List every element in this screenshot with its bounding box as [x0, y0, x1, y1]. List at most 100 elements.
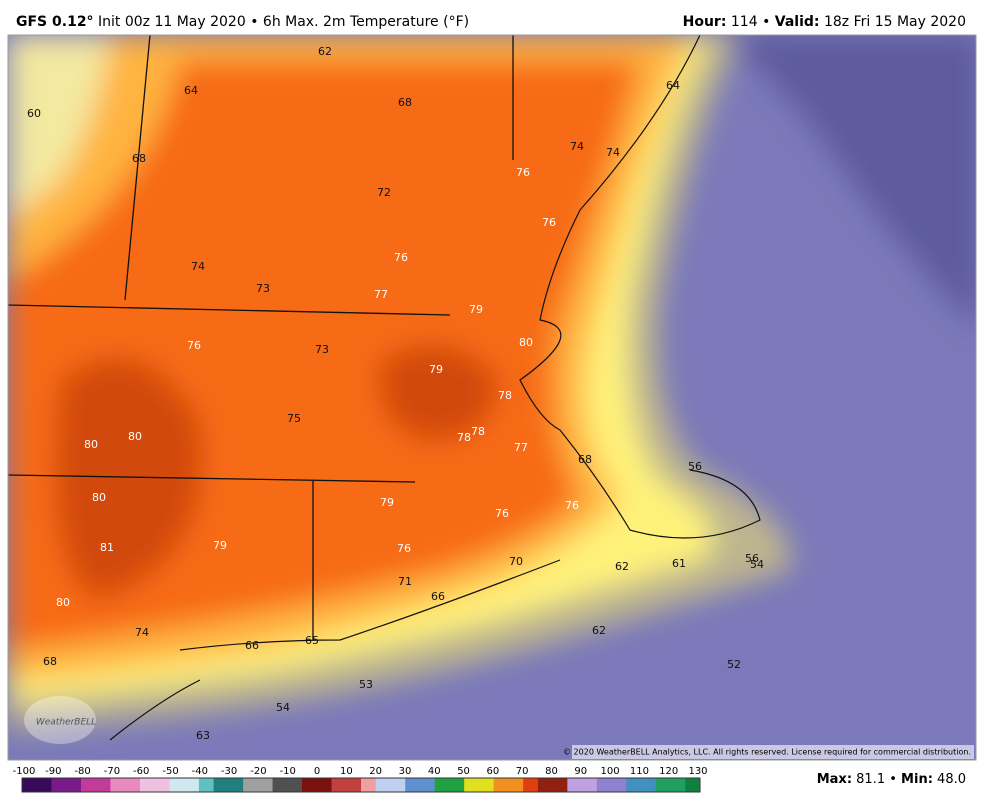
map-label: 68	[132, 152, 146, 165]
colorbar-swatch	[449, 778, 465, 792]
colorbar-tick-label: -60	[133, 766, 149, 777]
header-left: GFS 0.12° Init 00z 11 May 2020 • 6h Max.…	[16, 14, 469, 30]
map-label: 62	[318, 45, 332, 58]
map-label: 80	[56, 596, 70, 609]
colorbar-swatch	[110, 778, 126, 792]
colorbar-tick-label: 80	[545, 766, 558, 777]
colorbar-swatch	[434, 778, 450, 792]
map-label: 80	[128, 430, 142, 443]
logo: WeatherBELL	[36, 718, 96, 728]
colorbar-tick-label: 40	[428, 766, 441, 777]
colorbar-swatch	[478, 778, 495, 792]
map-label: 56	[745, 552, 759, 565]
map-label: 79	[380, 496, 394, 509]
colorbar-tick-label: 70	[516, 766, 529, 777]
colorbar-swatch	[139, 778, 156, 792]
colorbar-swatch	[213, 778, 229, 792]
map-label: 56	[688, 460, 702, 473]
colorbar-tick-label: -40	[192, 766, 208, 777]
colorbar-swatch	[154, 778, 170, 792]
map-label: 62	[592, 624, 606, 637]
map-label: 73	[256, 282, 270, 295]
colorbar-swatch	[257, 778, 274, 792]
map-label: 66	[245, 639, 259, 652]
colorbar-swatch	[331, 778, 347, 792]
map-label: 76	[516, 166, 530, 179]
colorbar-swatch	[272, 778, 288, 792]
copyright: © 2020 WeatherBELL Analytics, LLC. All r…	[563, 748, 971, 757]
map-label: 77	[374, 288, 388, 301]
colorbar-swatch	[464, 778, 480, 792]
colorbar-frame	[21, 777, 701, 793]
map-label: 74	[606, 146, 620, 159]
map-label: 64	[666, 79, 680, 92]
map-label: 68	[43, 655, 57, 668]
map-label: 79	[213, 539, 227, 552]
colorbar-swatch	[537, 778, 554, 792]
colorbar-tick-label: 110	[630, 766, 649, 777]
colorbar-swatch	[390, 778, 406, 792]
map-label: 63	[196, 729, 210, 742]
colorbar-tick-label: -100	[13, 766, 36, 777]
map-label: 76	[397, 542, 411, 555]
colorbar-swatch	[228, 778, 244, 792]
colorbar-swatch	[51, 778, 67, 792]
map-label: 61	[672, 557, 686, 570]
colorbar-tick-label: -90	[45, 766, 61, 777]
map-label: 54	[276, 701, 290, 714]
map-label: 71	[398, 575, 412, 588]
colorbar-swatch	[66, 778, 82, 792]
colorbar-swatch	[302, 778, 318, 792]
colorbar-swatch	[287, 778, 303, 792]
colorbar-swatch	[626, 778, 642, 792]
colorbar-swatch	[125, 778, 141, 792]
map-label: 80	[92, 491, 106, 504]
colorbar-swatch	[198, 778, 215, 792]
colorbar-swatch	[361, 778, 377, 792]
map-label: 76	[394, 251, 408, 264]
valid-label: Valid:	[775, 14, 820, 30]
colorbar-swatch	[243, 778, 259, 792]
map-label: 76	[495, 507, 509, 520]
map-label: 75	[287, 412, 301, 425]
map-label: 74	[570, 140, 584, 153]
colorbar-swatch	[184, 778, 200, 792]
colorbar-swatch	[611, 778, 627, 792]
colorbar-swatch	[419, 778, 436, 792]
colorbar-swatch	[508, 778, 524, 792]
map-label: 60	[27, 107, 41, 120]
header-right: Hour: 114 • Valid: 18z Fri 15 May 2020	[683, 14, 966, 30]
colorbar-swatch	[22, 778, 38, 792]
colorbar-tick-label: 10	[340, 766, 353, 777]
map-label: 79	[469, 303, 483, 316]
map-label: 74	[135, 626, 149, 639]
colorbar-tick-label: -30	[221, 766, 237, 777]
description: Init 00z 11 May 2020 • 6h Max. 2m Temper…	[98, 14, 469, 30]
map-label: 66	[431, 590, 445, 603]
colorbar-swatch	[655, 778, 672, 792]
map-label: 62	[615, 560, 629, 573]
colorbar-swatch	[169, 778, 185, 792]
map-label: 72	[377, 186, 391, 199]
stats: Max: 81.1 • Min: 48.0	[817, 772, 966, 787]
colorbar-tick-label: -50	[162, 766, 178, 777]
valid: 18z Fri 15 May 2020	[824, 14, 966, 30]
map-label: 70	[509, 555, 523, 568]
colorbar-swatch	[405, 778, 421, 792]
map-label: 65	[305, 634, 319, 647]
colorbar-tick-label: 30	[399, 766, 412, 777]
map-label: 73	[315, 343, 329, 356]
map-label: 52	[727, 658, 741, 671]
map-label: 76	[187, 339, 201, 352]
colorbar-tick-label: 0	[314, 766, 320, 777]
colorbar-tick-label: 50	[457, 766, 470, 777]
colorbar-swatch	[523, 778, 539, 792]
colorbar-swatch	[567, 778, 583, 792]
colorbar-swatch	[95, 778, 111, 792]
colorbar-swatch	[346, 778, 362, 792]
colorbar-tick-label: -80	[74, 766, 90, 777]
max-label: Max:	[817, 772, 852, 787]
map-label: 77	[514, 441, 528, 454]
min-label: Min:	[901, 772, 933, 787]
